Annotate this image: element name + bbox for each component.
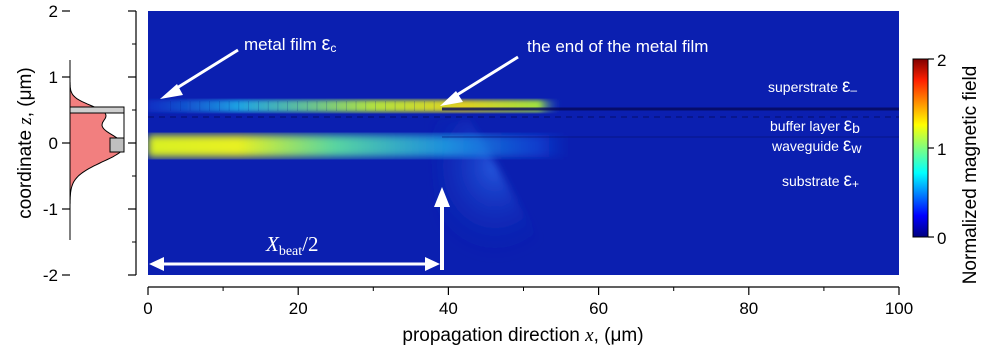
radiation-spread: [430, 120, 560, 275]
beat-arrow-left-head: [149, 257, 164, 271]
film-end-arrow-head: [440, 91, 463, 106]
beat-label: Xbeat/2: [265, 232, 319, 259]
x-tick-label: 20: [289, 299, 308, 318]
colorbar-tick-label: 2: [937, 51, 946, 70]
y-tick-label: -1: [43, 200, 58, 219]
y-tick-label: 2: [49, 2, 58, 21]
metal-film-arrow-head: [160, 84, 183, 99]
main-axes: 2 1 0 -1 -2 0 20 40 60 80 100: [43, 2, 913, 318]
waveguide-beam: [148, 135, 899, 157]
colorbar-label: Normalized magnetic field: [960, 66, 981, 285]
x-tick-label: 0: [143, 299, 152, 318]
film-end-label: the end of the metal film: [527, 37, 708, 56]
y-axis-label: coordinate z, (μm): [15, 67, 36, 218]
beat-arrow-right-head: [425, 257, 440, 271]
annotations: metal film εc the end of the metal film …: [149, 33, 708, 271]
film-end-arrow: [451, 55, 519, 100]
y-tick-label: 0: [49, 134, 58, 153]
layer-waveguide: waveguide εw: [771, 135, 862, 156]
y-tick-label: -2: [43, 266, 58, 285]
colorbar-tick-label: 0: [937, 229, 946, 248]
layer-superstrate: superstrate ε–: [768, 76, 857, 97]
colorbar-tick-label: 1: [937, 140, 946, 159]
profile-metal-film: [69, 106, 125, 114]
mode-profile-inset: [69, 60, 125, 240]
profile-waveguide-gray: [109, 137, 125, 153]
layer-substrate: substrate ε+: [782, 170, 859, 191]
y-tick-label: 1: [49, 68, 58, 87]
heatmap-plot-area: [148, 11, 899, 275]
x-tick-label: 80: [739, 299, 758, 318]
film-end-vertical-arrow-head: [434, 187, 450, 207]
x-tick-label: 60: [589, 299, 608, 318]
layer-labels: superstrate ε– buffer layer εb waveguide…: [768, 76, 862, 191]
x-axis-label: propagation direction x, (μm): [402, 325, 643, 346]
x-tick-label: 40: [439, 299, 458, 318]
colorbar-gradient: [912, 58, 929, 238]
colorbar: 2 1 0 Normalized magnetic field: [912, 51, 981, 285]
metal-film-arrow: [171, 48, 239, 93]
metal-film-label: metal film εc: [244, 33, 336, 55]
layer-buffer: buffer layer εb: [770, 115, 860, 136]
x-tick-label: 100: [885, 299, 913, 318]
